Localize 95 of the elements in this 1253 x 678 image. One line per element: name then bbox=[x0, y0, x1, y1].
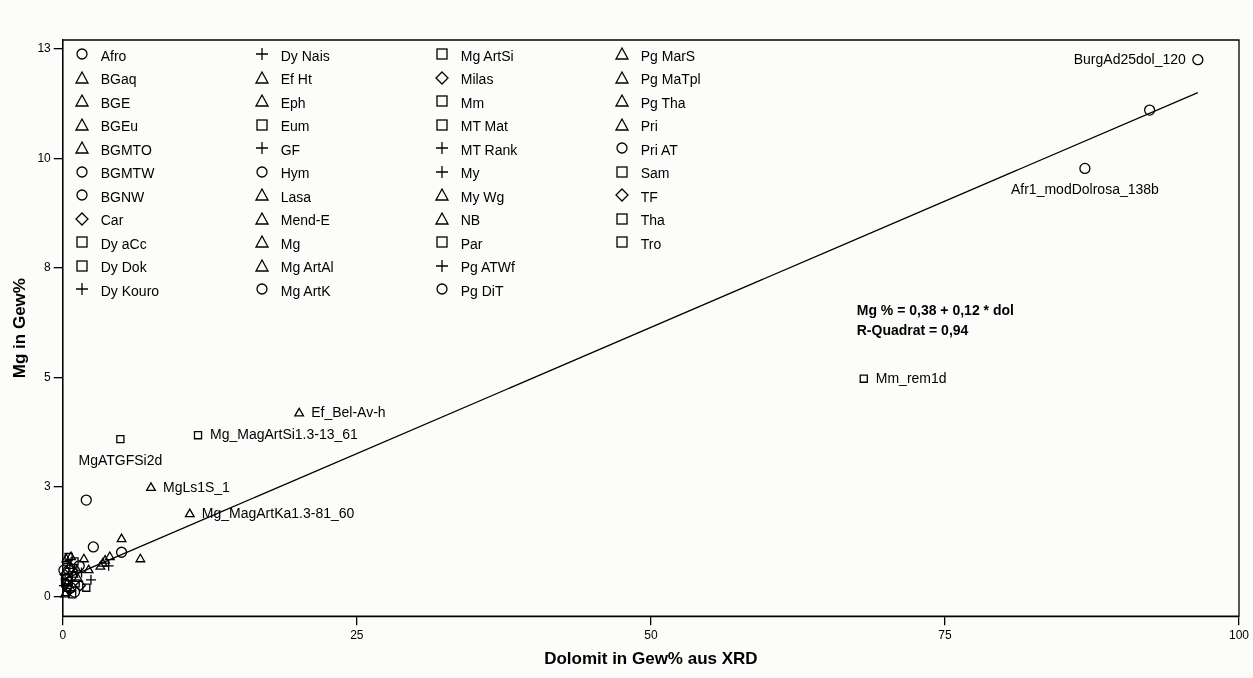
point bbox=[73, 560, 85, 572]
point bbox=[71, 579, 80, 588]
legend-label: BGNW bbox=[100, 188, 145, 205]
legend-label: Mg ArtK bbox=[280, 282, 331, 299]
y-tick-label: 8 bbox=[44, 260, 52, 275]
legend-label: Mg ArtSi bbox=[460, 47, 514, 64]
x-tick-label: 0 bbox=[59, 627, 67, 642]
y-axis-title: Mg in Gew% bbox=[9, 278, 29, 379]
legend-label: BGEu bbox=[100, 118, 139, 135]
legend-label: Sam bbox=[640, 165, 670, 182]
legend-label: BGE bbox=[100, 94, 131, 111]
point bbox=[58, 564, 70, 576]
point bbox=[67, 590, 77, 599]
point bbox=[66, 551, 76, 561]
legend-label: Pg MarS bbox=[640, 47, 696, 64]
legend-label: BGMTO bbox=[100, 141, 152, 158]
point bbox=[294, 407, 305, 417]
x-tick-label: 50 bbox=[644, 627, 658, 642]
y-tick-label: 10 bbox=[37, 150, 52, 165]
point bbox=[184, 508, 195, 518]
point bbox=[62, 564, 75, 576]
annotation: MgLs1S_1 bbox=[162, 478, 231, 495]
legend-label: NB bbox=[460, 212, 481, 229]
point bbox=[74, 579, 87, 592]
legend-label: Pri bbox=[640, 118, 658, 135]
legend-label: Tro bbox=[640, 235, 662, 252]
legend-label: Mg ArtAl bbox=[280, 259, 334, 276]
legend-label: Hym bbox=[280, 165, 310, 182]
legend-label: Afro bbox=[100, 47, 127, 64]
annotation: BurgAd25dol_120 bbox=[1073, 50, 1187, 67]
y-tick-label: 5 bbox=[44, 369, 52, 384]
point bbox=[87, 541, 99, 553]
point bbox=[1192, 54, 1204, 66]
point bbox=[1079, 162, 1091, 175]
legend-label: Lasa bbox=[280, 188, 312, 205]
legend-label: Dy Dok bbox=[100, 259, 147, 276]
legend-label: Car bbox=[100, 212, 124, 229]
annotation: Mg_MagArtSi1.3-13_61 bbox=[210, 426, 359, 443]
legend-label: GF bbox=[280, 141, 301, 158]
legend-label: MT Rank bbox=[460, 141, 518, 158]
annotation: R-Quadrat = 0,94 bbox=[856, 321, 969, 338]
point bbox=[71, 564, 82, 574]
point bbox=[859, 374, 868, 383]
annotation: Mm_rem1d bbox=[875, 369, 947, 386]
legend-label: Dy Nais bbox=[280, 47, 330, 64]
annotation: Ef_Bel-Av-h bbox=[311, 404, 386, 421]
legend-label: Mg bbox=[280, 235, 301, 252]
annotation: MgATGFSi2d bbox=[78, 452, 163, 469]
point bbox=[95, 561, 106, 570]
legend-label: Pri AT bbox=[640, 141, 678, 158]
point bbox=[78, 553, 89, 563]
y-tick-label: 13 bbox=[37, 41, 52, 56]
x-tick-label: 25 bbox=[350, 627, 364, 642]
point bbox=[1143, 104, 1156, 116]
legend-label: TF bbox=[640, 188, 658, 205]
legend-label: Milas bbox=[460, 71, 494, 88]
point bbox=[68, 586, 81, 598]
legend-label: Eum bbox=[280, 118, 310, 135]
point bbox=[73, 573, 84, 583]
point bbox=[116, 533, 127, 543]
point bbox=[83, 564, 94, 574]
legend-label: Pg ATWf bbox=[460, 259, 515, 276]
legend-label: Pg DiT bbox=[460, 282, 504, 299]
point bbox=[193, 431, 203, 440]
legend-label: My bbox=[460, 165, 480, 182]
point bbox=[145, 482, 156, 491]
legend-label: Tha bbox=[640, 212, 665, 229]
annotation: Mg % = 0,38 + 0,12 * dol bbox=[856, 301, 1014, 318]
point bbox=[80, 494, 92, 506]
x-tick-label: 100 bbox=[1228, 627, 1250, 642]
point bbox=[82, 583, 91, 592]
annotation: Afr1_modDolrosa_138b bbox=[1010, 181, 1160, 198]
legend-label: Pg Tha bbox=[640, 94, 686, 111]
y-tick-label: 3 bbox=[44, 479, 52, 494]
point bbox=[59, 568, 71, 581]
point bbox=[115, 546, 128, 558]
legend-label: Mend-E bbox=[280, 212, 330, 229]
point bbox=[64, 572, 73, 581]
y-tick-label: 0 bbox=[44, 588, 52, 603]
legend-label: Mm bbox=[460, 94, 485, 111]
legend-label: Pg MaTpl bbox=[640, 71, 701, 88]
legend-label: Eph bbox=[280, 94, 306, 111]
legend-label: Dy aCc bbox=[100, 235, 147, 252]
point bbox=[104, 551, 115, 561]
legend-label: Ef Ht bbox=[280, 71, 312, 88]
point bbox=[135, 553, 146, 563]
point bbox=[116, 434, 125, 444]
legend-label: BGMTW bbox=[100, 165, 155, 182]
legend-label: BGaq bbox=[100, 71, 137, 88]
legend-label: MT Mat bbox=[460, 118, 508, 135]
legend-label: Dy Kouro bbox=[100, 282, 160, 299]
x-axis-title: Dolomit in Gew% aus XRD bbox=[544, 649, 758, 669]
legend-label: My Wg bbox=[460, 188, 505, 205]
legend-label: Par bbox=[460, 235, 483, 252]
x-tick-label: 75 bbox=[938, 627, 952, 642]
